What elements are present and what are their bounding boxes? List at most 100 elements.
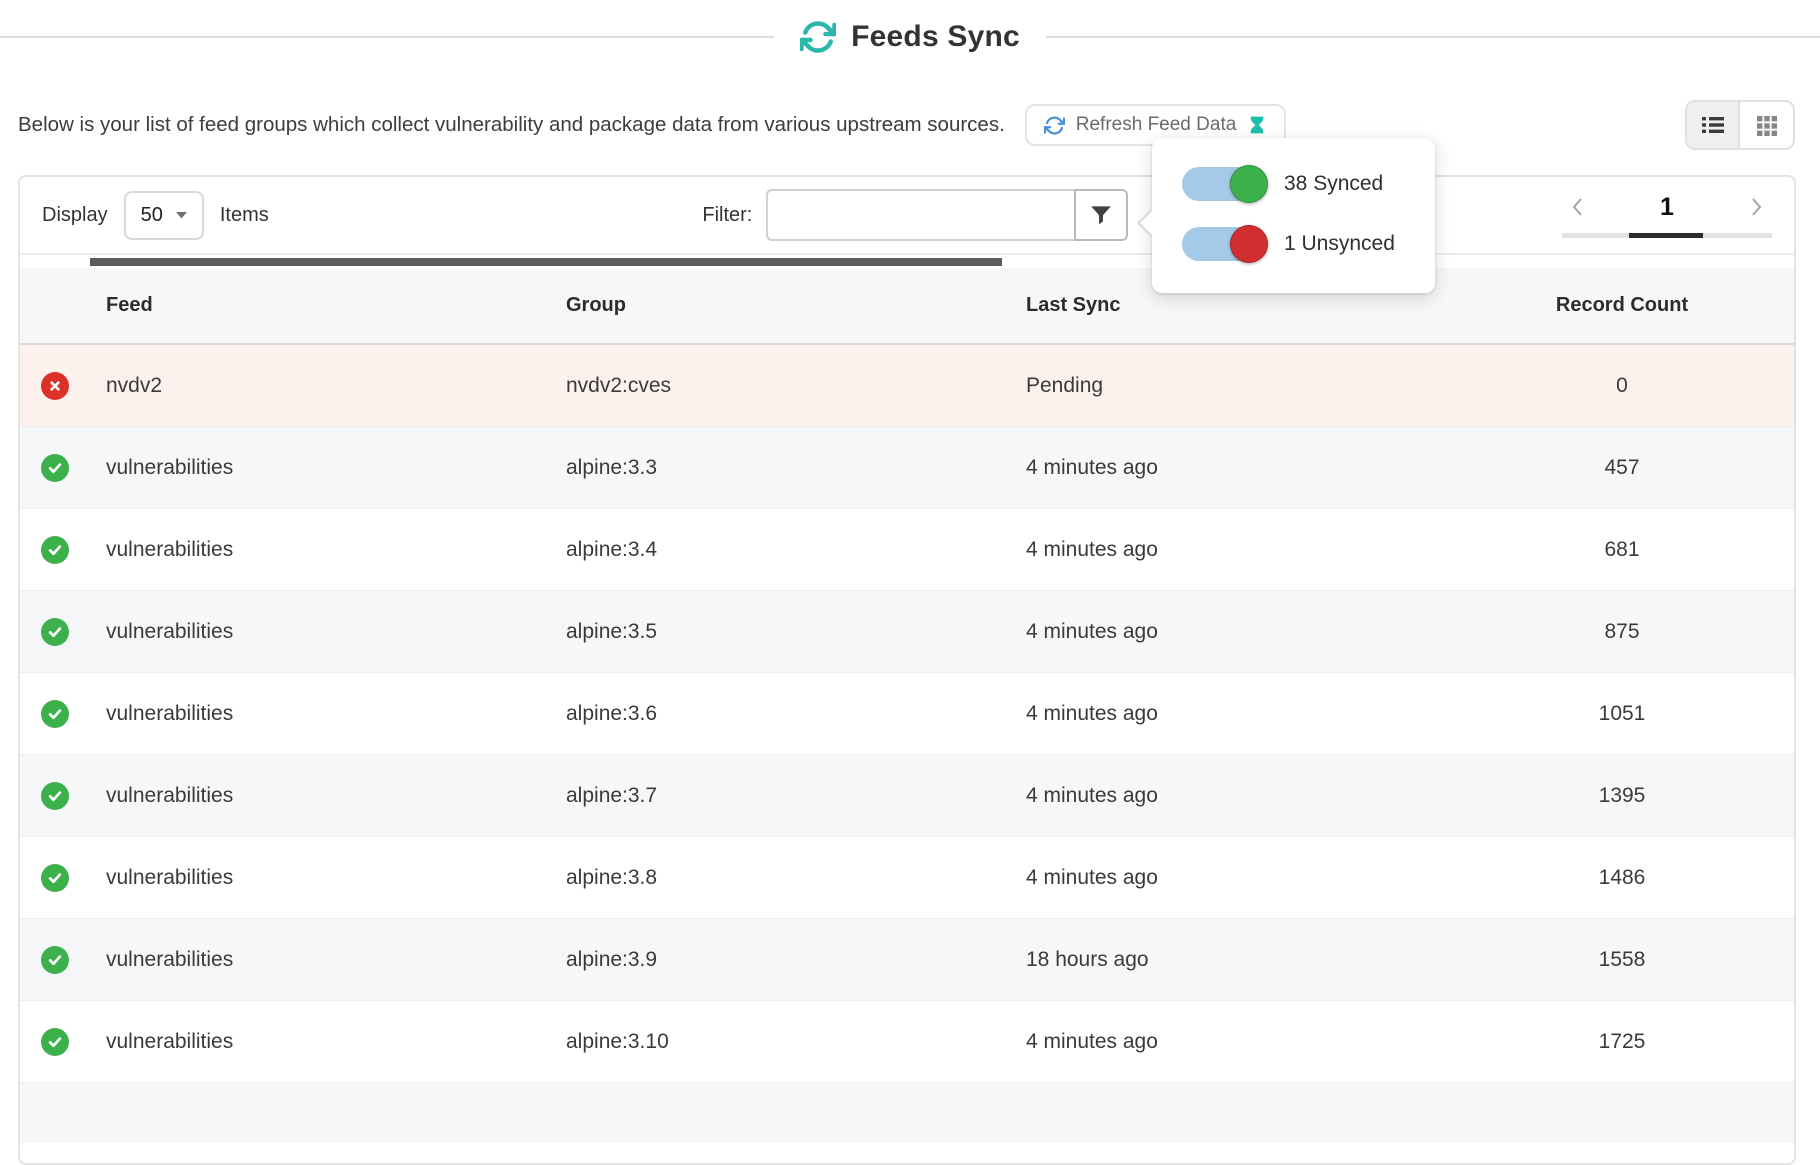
last-sync-cell: 4 minutes ago [1010, 702, 1450, 726]
unsynced-toggle-row: 1 Unsynced [1182, 227, 1435, 261]
refresh-button-label: Refresh Feed Data [1076, 114, 1237, 136]
feed-cell: vulnerabilities [90, 784, 550, 808]
page-size-value: 50 [141, 204, 163, 227]
record-count-cell: 457 [1450, 456, 1794, 480]
status-cell [20, 372, 90, 400]
refresh-icon [1044, 115, 1065, 136]
last-sync-cell: 4 minutes ago [1010, 620, 1450, 644]
filter-input[interactable] [766, 189, 1074, 241]
last-sync-cell: 18 hours ago [1010, 948, 1450, 972]
header-divider-right [1046, 36, 1820, 38]
record-count-cell: 0 [1450, 374, 1794, 398]
table-row: vulnerabilities alpine:3.9 18 hours ago … [20, 919, 1794, 1001]
items-label: Items [220, 204, 269, 227]
table-row: vulnerabilities alpine:3.6 4 minutes ago… [20, 673, 1794, 755]
hourglass-icon [1247, 114, 1267, 136]
record-count-cell: 1395 [1450, 784, 1794, 808]
status-cell [20, 1028, 90, 1056]
last-sync-cell: 4 minutes ago [1010, 866, 1450, 890]
view-toggle-group [1685, 100, 1795, 150]
column-header-feed: Feed [90, 294, 550, 317]
page-controls: 1 [1562, 193, 1772, 222]
feed-cell: vulnerabilities [90, 620, 550, 644]
success-check-icon [41, 782, 69, 810]
status-cell [20, 454, 90, 482]
record-count-cell: 1486 [1450, 866, 1794, 890]
status-cell [20, 864, 90, 892]
synced-toggle-knob [1230, 165, 1268, 203]
feed-cell: nvdv2 [90, 374, 550, 398]
table-header: Feed Group Last Sync Record Count [20, 268, 1794, 345]
group-cell: alpine:3.9 [550, 948, 1010, 972]
horizontal-scrollbar [20, 255, 1794, 268]
table-row: vulnerabilities alpine:3.10 4 minutes ag… [20, 1001, 1794, 1083]
feed-cell: vulnerabilities [90, 1030, 550, 1054]
feed-cell: vulnerabilities [90, 538, 550, 562]
column-header-last-sync: Last Sync [1010, 294, 1450, 317]
group-cell: alpine:3.3 [550, 456, 1010, 480]
table-controls: Display 50 Items Filter: 1 [20, 177, 1794, 255]
intro-description: Below is your list of feed groups which … [18, 113, 1005, 137]
last-sync-cell: 4 minutes ago [1010, 784, 1450, 808]
synced-toggle-row: 38 Synced [1182, 167, 1435, 201]
status-cell [20, 700, 90, 728]
synced-toggle[interactable] [1182, 167, 1266, 201]
filter-popover: 38 Synced 1 Unsynced [1152, 138, 1435, 293]
list-icon [1700, 113, 1726, 137]
filter-label: Filter: [702, 204, 752, 227]
current-page[interactable]: 1 [1660, 193, 1674, 222]
feed-cell: vulnerabilities [90, 866, 550, 890]
last-sync-cell: 4 minutes ago [1010, 538, 1450, 562]
filter-button[interactable] [1074, 189, 1128, 241]
last-sync-cell: 4 minutes ago [1010, 456, 1450, 480]
pagination-thumb[interactable] [1629, 233, 1703, 238]
group-cell: nvdv2:cves [550, 374, 1010, 398]
column-header-group: Group [550, 294, 1010, 317]
success-check-icon [41, 454, 69, 482]
page-size-select[interactable]: 50 [124, 191, 204, 240]
sync-icon [800, 19, 836, 55]
prev-page-button[interactable] [1562, 193, 1594, 221]
table-row: vulnerabilities alpine:3.5 4 minutes ago… [20, 591, 1794, 673]
table-row-partial [20, 1083, 1794, 1143]
list-view-button[interactable] [1687, 102, 1740, 148]
record-count-cell: 1725 [1450, 1030, 1794, 1054]
last-sync-cell: Pending [1010, 374, 1450, 398]
horizontal-scrollbar-thumb[interactable] [90, 258, 1002, 266]
record-count-cell: 681 [1450, 538, 1794, 562]
group-cell: alpine:3.6 [550, 702, 1010, 726]
grid-view-button[interactable] [1740, 102, 1793, 148]
table-row: vulnerabilities alpine:3.3 4 minutes ago… [20, 427, 1794, 509]
next-page-button[interactable] [1740, 193, 1772, 221]
success-check-icon [41, 618, 69, 646]
chevron-right-icon [1748, 197, 1764, 217]
unsynced-toggle[interactable] [1182, 227, 1266, 261]
title-wrap: Feeds Sync [800, 19, 1020, 55]
feeds-table-card: Display 50 Items Filter: 1 [18, 175, 1796, 1165]
grid-icon [1755, 113, 1779, 137]
pagination-track [1562, 233, 1772, 238]
status-cell [20, 946, 90, 974]
group-cell: alpine:3.10 [550, 1030, 1010, 1054]
group-cell: alpine:3.5 [550, 620, 1010, 644]
table-row: vulnerabilities alpine:3.4 4 minutes ago… [20, 509, 1794, 591]
display-group: Display 50 Items [42, 191, 269, 240]
page-header: Feeds Sync [0, 0, 1820, 72]
record-count-cell: 875 [1450, 620, 1794, 644]
table-body: nvdv2 nvdv2:cves Pending 0 vulnerabiliti… [20, 345, 1794, 1083]
feed-cell: vulnerabilities [90, 948, 550, 972]
last-sync-cell: 4 minutes ago [1010, 1030, 1450, 1054]
group-cell: alpine:3.7 [550, 784, 1010, 808]
unsynced-toggle-knob [1230, 225, 1268, 263]
success-check-icon [41, 864, 69, 892]
caret-down-icon [176, 211, 187, 219]
pagination: 1 [1562, 193, 1772, 238]
success-check-icon [41, 946, 69, 974]
table-row: nvdv2 nvdv2:cves Pending 0 [20, 345, 1794, 427]
chevron-left-icon [1570, 197, 1586, 217]
error-x-icon [41, 372, 69, 400]
intro-row: Below is your list of feed groups which … [0, 100, 1820, 150]
feed-cell: vulnerabilities [90, 702, 550, 726]
status-cell [20, 536, 90, 564]
header-divider-left [0, 36, 774, 38]
